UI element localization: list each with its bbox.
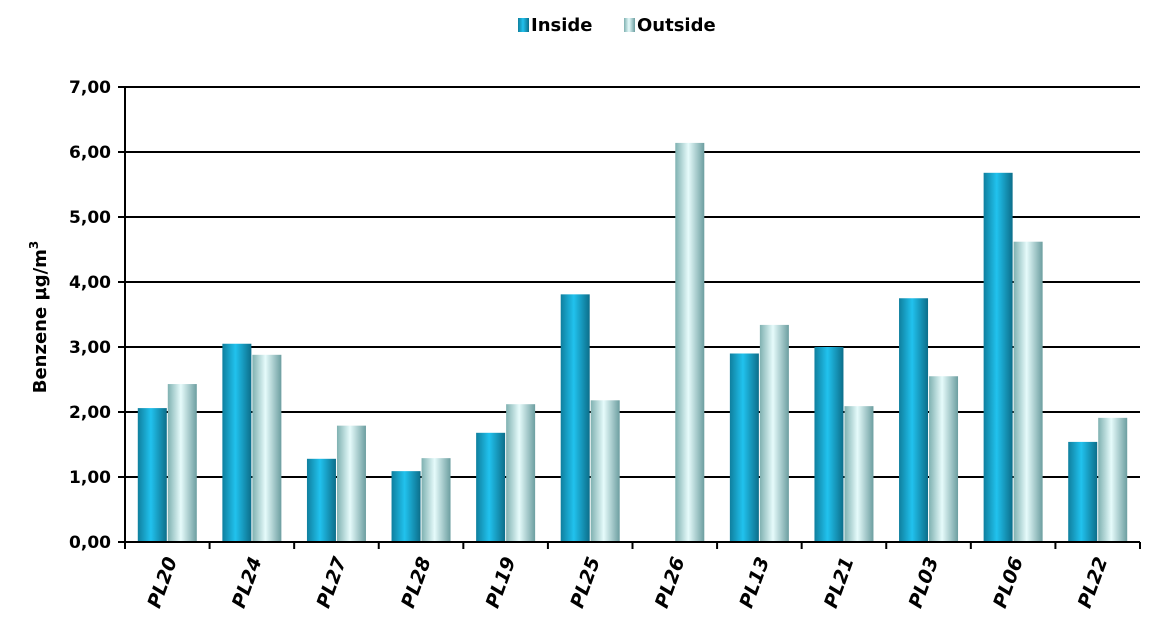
bar-outside-pl28: [421, 458, 451, 542]
bar-outside-pl27: [336, 425, 366, 542]
x-tick-label: PL13: [735, 554, 774, 611]
x-tick-label: PL22: [1074, 554, 1113, 611]
y-tick-label: 5,00: [69, 208, 111, 228]
bar-outside-pl03: [929, 376, 959, 542]
x-tick-label: PL26: [651, 554, 690, 611]
legend-label-inside: Inside: [531, 15, 593, 36]
bar-outside-pl06: [1013, 241, 1043, 542]
bar-outside-pl20: [167, 384, 197, 542]
bar-outside-pl25: [590, 400, 620, 542]
axes: [118, 86, 1141, 549]
x-tick-label: PL28: [397, 554, 436, 611]
y-tick-labels: 0,00 1,00 2,00 3,00 4,00 5,00 6,00 7,00: [69, 78, 111, 553]
y-tick-label: 0,00: [69, 533, 111, 553]
bar-inside-pl06: [983, 172, 1013, 543]
y-axis-title-superscript: 3: [27, 241, 41, 249]
y-axis-title-text: Benzene µg/m: [30, 249, 51, 393]
bars: [137, 142, 1128, 543]
x-tick-label: PL20: [143, 554, 182, 611]
y-axis-title: Benzene µg/m3: [27, 241, 51, 394]
bar-inside-pl28: [391, 471, 421, 542]
bar-outside-pl19: [506, 404, 536, 542]
legend: Inside Outside: [518, 15, 716, 36]
legend-label-outside: Outside: [637, 15, 716, 36]
y-tick-label: 7,00: [69, 78, 111, 98]
x-tick-label: PL03: [905, 554, 944, 611]
bar-outside-pl22: [1098, 417, 1128, 542]
bar-inside-pl03: [899, 298, 929, 542]
bar-outside-pl21: [844, 406, 874, 542]
bar-inside-pl24: [222, 343, 252, 542]
y-tick-label: 6,00: [69, 143, 111, 163]
legend-swatch-inside: [518, 18, 529, 32]
bar-inside-pl21: [814, 347, 844, 542]
y-tick-label: 1,00: [69, 468, 111, 488]
bar-inside-pl22: [1068, 441, 1098, 542]
bar-inside-pl25: [560, 294, 590, 542]
bar-inside-pl27: [306, 458, 336, 542]
bar-inside-pl20: [137, 408, 167, 542]
x-tick-label: PL24: [228, 554, 267, 611]
bar-outside-pl24: [252, 354, 282, 542]
grid-lines: [125, 86, 1140, 478]
y-tick-label: 4,00: [69, 273, 111, 293]
bar-outside-pl26: [675, 142, 705, 542]
bar-inside-pl19: [476, 432, 506, 542]
bar-inside-pl13: [729, 353, 759, 542]
x-tick-label: PL27: [313, 553, 352, 611]
x-tick-label: PL21: [820, 554, 859, 611]
x-tick-label: PL25: [566, 554, 605, 611]
x-tick-labels: PL20 PL24 PL27 PL28 PL19 PL25 PL26 PL13 PL21 PL03…: [143, 553, 1112, 611]
legend-swatch-outside: [624, 18, 635, 32]
y-tick-label: 3,00: [69, 338, 111, 358]
x-tick-label: PL06: [989, 554, 1028, 611]
bar-outside-pl13: [759, 324, 789, 542]
y-tick-label: 2,00: [69, 403, 111, 423]
x-tick-label: PL19: [482, 554, 521, 611]
